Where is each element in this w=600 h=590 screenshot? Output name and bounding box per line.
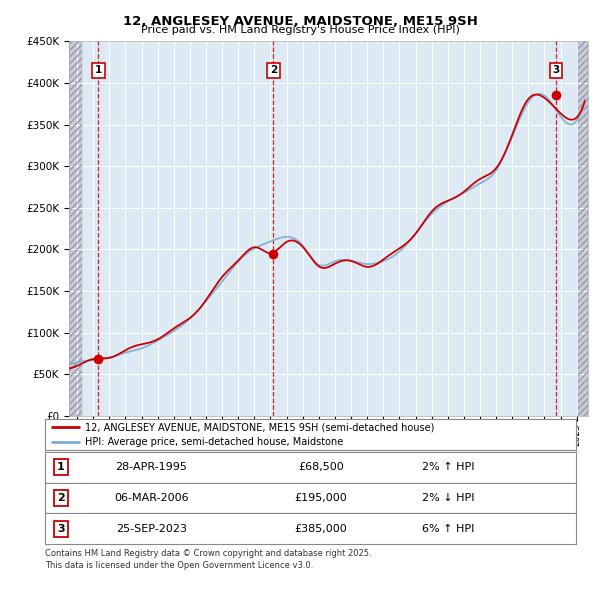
Text: 06-MAR-2006: 06-MAR-2006 <box>114 493 188 503</box>
Text: Price paid vs. HM Land Registry's House Price Index (HPI): Price paid vs. HM Land Registry's House … <box>140 25 460 35</box>
Text: 12, ANGLESEY AVENUE, MAIDSTONE, ME15 9SH (semi-detached house): 12, ANGLESEY AVENUE, MAIDSTONE, ME15 9SH… <box>85 422 434 432</box>
Text: 3: 3 <box>553 65 560 76</box>
Text: 6% ↑ HPI: 6% ↑ HPI <box>422 524 475 533</box>
Text: 2: 2 <box>270 65 277 76</box>
Text: £68,500: £68,500 <box>298 463 344 472</box>
Text: 1: 1 <box>95 65 102 76</box>
Text: 2: 2 <box>57 493 65 503</box>
Text: 12, ANGLESEY AVENUE, MAIDSTONE, ME15 9SH: 12, ANGLESEY AVENUE, MAIDSTONE, ME15 9SH <box>122 15 478 28</box>
Bar <box>69 41 82 416</box>
Bar <box>69 41 82 416</box>
Text: 2% ↓ HPI: 2% ↓ HPI <box>422 493 475 503</box>
Bar <box>578 41 588 416</box>
Text: 25-SEP-2023: 25-SEP-2023 <box>116 524 187 533</box>
Text: 3: 3 <box>57 524 65 533</box>
Bar <box>578 41 588 416</box>
Text: 2% ↑ HPI: 2% ↑ HPI <box>422 463 475 472</box>
Text: Contains HM Land Registry data © Crown copyright and database right 2025.
This d: Contains HM Land Registry data © Crown c… <box>45 549 371 570</box>
Text: 28-APR-1995: 28-APR-1995 <box>115 463 187 472</box>
Text: 1: 1 <box>57 463 65 472</box>
Text: £385,000: £385,000 <box>295 524 347 533</box>
Text: £195,000: £195,000 <box>295 493 347 503</box>
Text: HPI: Average price, semi-detached house, Maidstone: HPI: Average price, semi-detached house,… <box>85 437 343 447</box>
